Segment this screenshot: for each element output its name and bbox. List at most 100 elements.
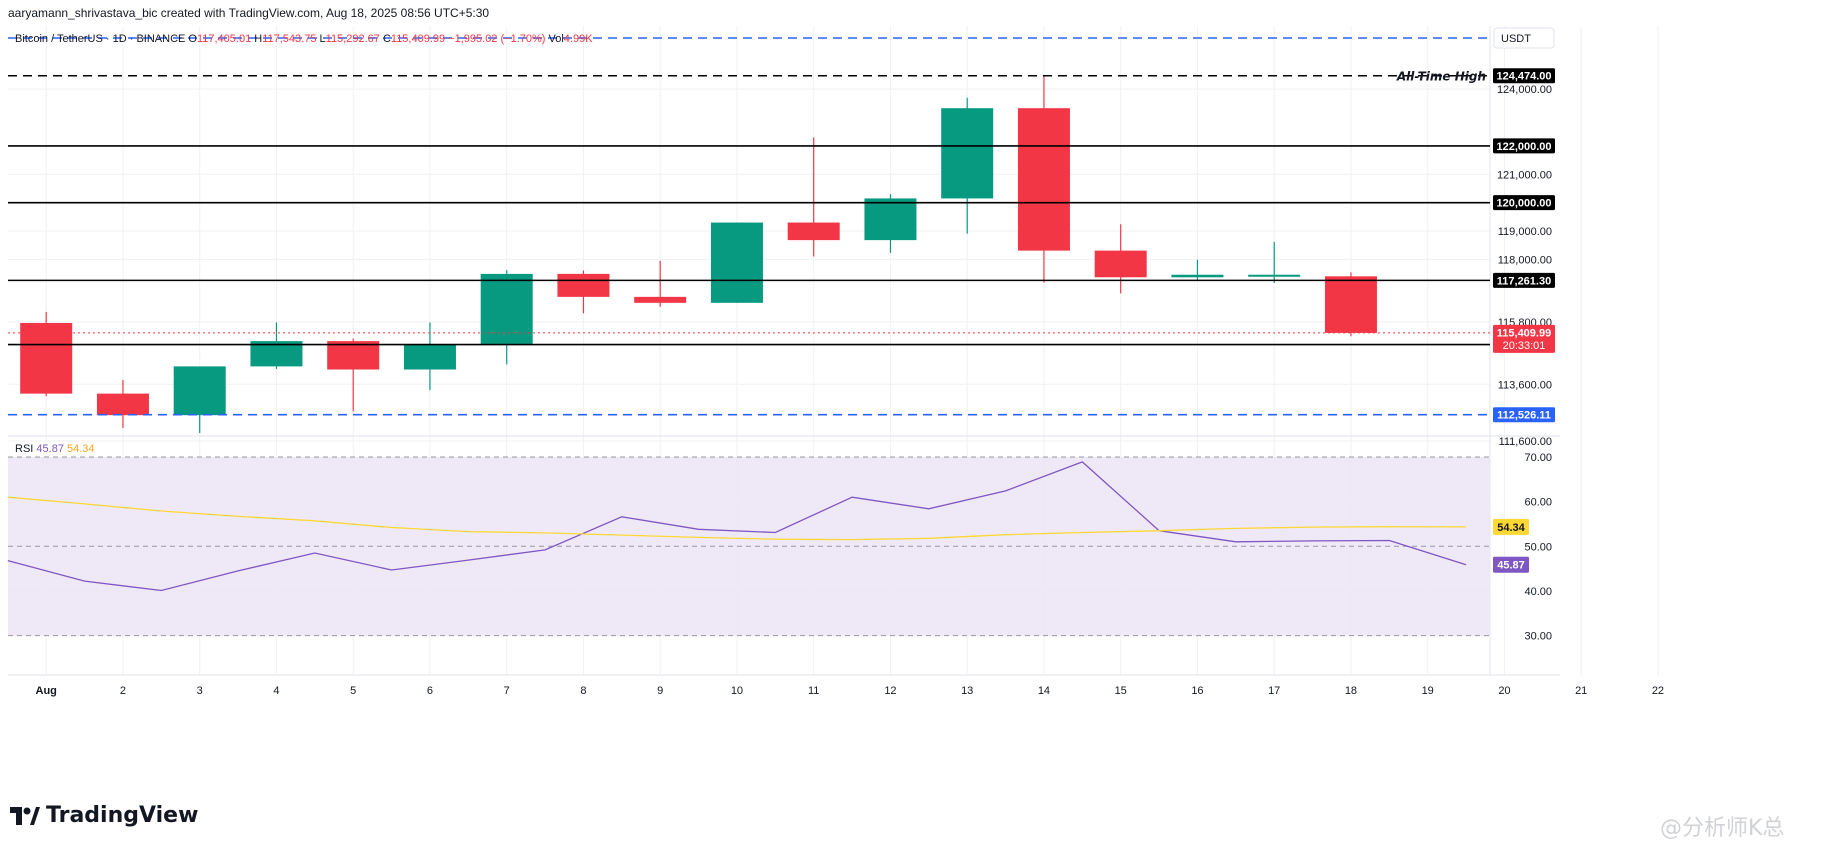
currency-label: USDT (1501, 33, 1531, 45)
time-axis-label: 22 (1652, 685, 1664, 697)
time-axis-label: 4 (273, 685, 279, 697)
rsi-legend: RSI 45.87 54.34 (15, 443, 95, 455)
price-axis-tick-label: 118,000.00 (1498, 254, 1552, 266)
rsi-line (7, 461, 1467, 592)
candle-body (1248, 274, 1301, 277)
time-axis-label: 21 (1575, 685, 1587, 697)
candle-body (634, 296, 687, 303)
chart-svg[interactable]: All-Time High 124,000.00 121,000.00 119,000… (0, 0, 1825, 790)
ohlc-c-label: C (383, 33, 391, 45)
candle (173, 366, 226, 434)
time-axis-label: 8 (580, 685, 586, 697)
candle (250, 322, 303, 369)
level-price-badge (1493, 138, 1555, 154)
candle (1248, 241, 1301, 283)
level-price-label: 117,261.30 (1497, 275, 1551, 287)
candle (480, 270, 533, 365)
price-axis-tick-label: 113,600.00 (1498, 379, 1552, 391)
level-annotation: All-Time High (1396, 70, 1486, 84)
chart-area[interactable]: All-Time High 124,000.00 121,000.00 119,000… (0, 0, 1825, 790)
time-axis-label: 10 (731, 685, 743, 697)
candle-body (710, 222, 763, 303)
time-axis-label: 11 (808, 685, 819, 697)
rsi-axis-tick-label: 40.00 (1524, 586, 1552, 598)
time-axis-label: 6 (427, 685, 433, 697)
tradingview-logo: TradingView (10, 803, 198, 828)
level-price-label: 122,000.00 (1496, 141, 1551, 153)
level-price-badge (1493, 195, 1555, 211)
rsi-legend-name: RSI (15, 443, 36, 455)
candle-body (1017, 108, 1070, 251)
rsi-value-badge (1493, 556, 1529, 573)
candle-body (1094, 250, 1147, 278)
candle-body (480, 273, 533, 344)
time-axis-label: 12 (884, 685, 896, 697)
candle (1171, 259, 1224, 281)
time-axis-label: Aug (36, 685, 57, 697)
level-price-label: 124,474.00 (1496, 71, 1551, 83)
candle-body (173, 366, 226, 416)
symbol-label: Bitcoin / TetherUS · 1D · BINANCE (15, 33, 188, 45)
candle (941, 97, 994, 234)
ohlc-legend: Bitcoin / TetherUS · 1D · BINANCE O117,4… (15, 33, 593, 45)
rsi-axis-tick-label: 70.00 (1524, 452, 1552, 464)
last-price-label: 115,409.99 (1497, 327, 1551, 339)
candle-body (864, 198, 917, 241)
currency-badge (1493, 27, 1555, 49)
last-price-badge (1493, 324, 1555, 353)
ohlc-l-value: 115,292.67 (326, 33, 383, 45)
time-axis-label: 2 (120, 685, 126, 697)
time-axis-label: 7 (504, 685, 510, 697)
ohlc-c-value: 115,409.99 (391, 33, 448, 45)
candle (1094, 224, 1147, 294)
candle (710, 222, 763, 303)
rsi-axis-tick-label: 30.00 (1524, 631, 1552, 643)
rsi-axis-tick-label: 50.00 (1524, 541, 1552, 553)
rsi-ma-value-badge (1493, 518, 1529, 535)
level-price-badge (1493, 407, 1555, 423)
rsi-axis-tick-label: 60.00 (1524, 497, 1552, 509)
watermark-text: @分析师K总 (1660, 816, 1785, 841)
candle (864, 194, 917, 253)
volume-label: Vol (548, 33, 563, 45)
ohlc-o-value: 117,405.01 (197, 33, 254, 45)
level-price-badge (1493, 68, 1555, 84)
candle-body (1324, 276, 1377, 333)
rsi-ma-legend-value: 54.34 (67, 443, 95, 455)
candle-body (20, 322, 73, 394)
candle-body (1171, 274, 1224, 278)
countdown-label: 20:33:01 (1503, 340, 1546, 352)
volume-value: 4.99K (564, 33, 593, 45)
time-axis-label: 14 (1038, 685, 1050, 697)
level-price-label: 120,000.00 (1496, 198, 1551, 210)
time-axis-label: 9 (657, 685, 663, 697)
candle (96, 380, 149, 428)
time-axis-label: 17 (1268, 685, 1280, 697)
time-axis-label: 19 (1422, 685, 1434, 697)
candle-body (403, 343, 456, 370)
price-axis-tick-label: 121,000.00 (1497, 169, 1552, 181)
candle (403, 322, 456, 391)
candle-body (557, 273, 610, 297)
time-axis-label: 16 (1191, 685, 1203, 697)
candle (634, 260, 687, 307)
tradingview-logo-icon (10, 806, 40, 825)
time-axis-label: 20 (1498, 685, 1510, 697)
credit-text: aaryamann_shrivastava_bic created with T… (8, 6, 489, 20)
brand-name: TradingView (46, 803, 199, 828)
rsi-ma-line (7, 496, 1467, 541)
time-axis-label: 3 (197, 685, 203, 697)
ohlc-o-label: O (188, 33, 197, 45)
rsi-value-label: 45.87 (1497, 560, 1525, 572)
rsi-legend-value: 45.87 (36, 443, 67, 455)
ohlc-h-label: H (254, 33, 262, 45)
candle (327, 338, 380, 412)
ohlc-l-label: L (320, 33, 326, 45)
candle-body (250, 341, 303, 367)
candle-body (327, 341, 380, 370)
candle-body (96, 393, 149, 416)
time-axis-label: 5 (350, 685, 356, 697)
time-axis-label: 18 (1345, 685, 1357, 697)
level-price-badge (1493, 272, 1555, 288)
level-price-label: 112,526.11 (1497, 410, 1551, 422)
